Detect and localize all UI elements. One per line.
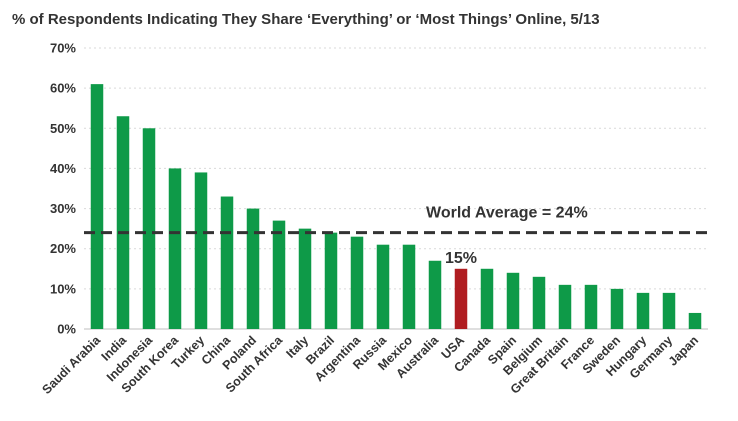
y-tick-label: 70% [50,41,76,56]
y-tick-label: 30% [50,201,76,216]
bar-turkey [194,172,208,329]
bar-italy [298,228,312,329]
y-tick-label: 20% [50,241,76,256]
bar-great-britain [558,284,572,329]
bar-argentina [350,236,364,329]
bar-russia [376,244,390,329]
bar-south-africa [272,220,286,329]
bar-sweden [610,288,624,329]
bar-india [116,116,130,329]
y-tick-label: 0% [57,322,76,337]
bar-saudi-arabia [90,84,104,329]
bar-south-korea [168,168,182,329]
bar-usa [454,268,468,329]
gridlines [84,47,708,330]
usa-value-label: 15% [445,250,477,267]
bar-poland [246,208,260,329]
bar-mexico [402,244,416,329]
bars [90,84,702,329]
y-axis-ticks: 0% 10% 20% 30% 40% 50% 60% 70% [50,41,76,337]
bar-hungary [636,292,650,329]
y-tick-label: 50% [50,121,76,136]
bar-china [220,196,234,329]
world-average-label: World Average = 24% [426,205,588,222]
y-tick-label: 60% [50,81,76,96]
bar-brazil [324,232,338,329]
bar-belgium [532,276,546,329]
bar-japan [688,312,702,329]
y-tick-label: 10% [50,281,76,296]
y-tick-label: 40% [50,161,76,176]
bar-germany [662,292,676,329]
x-tick-label: Saudi Arabia [40,332,104,396]
chart-title: % of Respondents Indicating They Share ‘… [12,11,600,28]
bar-canada [480,268,494,329]
bar-france [584,284,598,329]
x-tick-label: Japan [666,333,701,368]
bar-indonesia [142,128,156,329]
bar-australia [428,260,442,329]
bar-spain [506,272,520,329]
